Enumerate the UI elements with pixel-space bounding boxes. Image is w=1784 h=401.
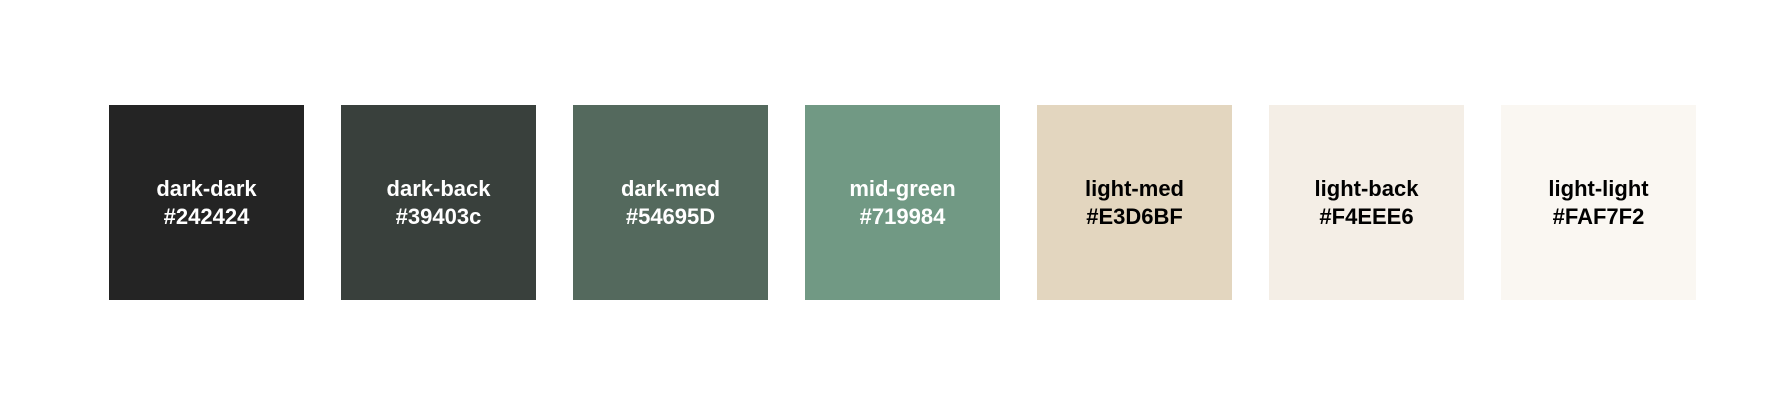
swatch-light-med: light-med #E3D6BF: [1037, 105, 1232, 300]
color-palette: dark-dark #242424 dark-back #39403c dark…: [109, 105, 1696, 300]
swatch-hex: #F4EEE6: [1319, 203, 1414, 229]
swatch-hex: #54695D: [625, 203, 716, 229]
swatch-light-back: light-back #F4EEE6: [1269, 105, 1464, 300]
swatch-label: light-light: [1548, 175, 1649, 201]
swatch-label: dark-med: [620, 175, 721, 201]
swatch-hex: #242424: [163, 203, 250, 229]
swatch-label: light-back: [1314, 175, 1419, 201]
swatch-hex: #39403c: [395, 203, 482, 229]
swatch-light-light: light-light #FAF7F2: [1501, 105, 1696, 300]
swatch-label: dark-dark: [156, 175, 257, 201]
swatch-dark-dark: dark-dark #242424: [109, 105, 304, 300]
swatch-label: dark-back: [386, 175, 491, 201]
swatch-label: light-med: [1085, 175, 1184, 201]
swatch-label: mid-green: [849, 175, 956, 201]
swatch-hex: #FAF7F2: [1552, 203, 1645, 229]
swatch-mid-green: mid-green #719984: [805, 105, 1000, 300]
swatch-hex: #719984: [859, 203, 946, 229]
swatch-dark-back: dark-back #39403c: [341, 105, 536, 300]
swatch-hex: #E3D6BF: [1086, 203, 1183, 229]
swatch-dark-med: dark-med #54695D: [573, 105, 768, 300]
